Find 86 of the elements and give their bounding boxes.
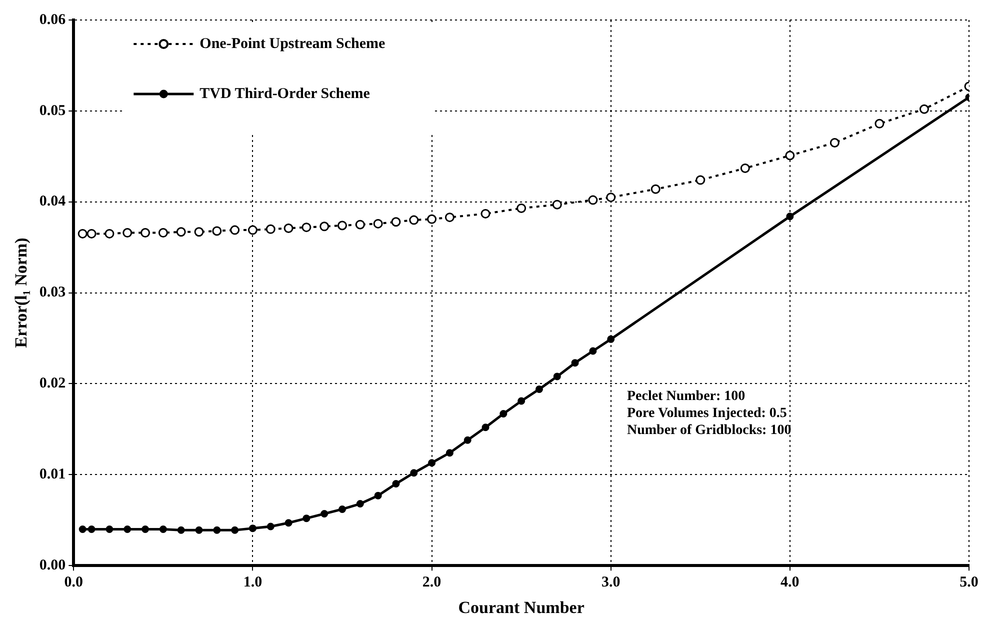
point [409,215,419,225]
point [427,214,437,224]
point [78,228,88,238]
y-tick-label: 0.06 [39,12,66,28]
point [78,525,86,533]
x-tick-label: 1.0 [243,574,262,590]
point [194,227,204,237]
point [374,492,382,500]
point [302,222,312,232]
point [338,505,346,513]
point [391,217,401,227]
point [248,524,256,532]
point [195,526,203,534]
y-tick-label: 0.03 [39,284,66,301]
point [104,228,114,238]
point [338,220,348,230]
point [122,228,132,238]
point [535,385,543,393]
point [320,222,330,232]
point [373,218,383,228]
point [284,223,294,233]
point [464,436,472,444]
point [284,519,292,527]
point [428,459,436,467]
point [650,184,660,194]
point [86,228,96,238]
point [266,224,276,234]
y-tick-label: 0.01 [39,466,66,483]
x-tick-label: 0.0 [64,574,84,590]
point [124,525,132,533]
x-tick-label: 4.0 [780,574,800,590]
point [320,510,328,518]
point [159,525,167,533]
x-axis-title: Courant Number [458,598,585,618]
annotation: Peclet Number: 100 [626,388,746,404]
point [410,469,418,477]
annotation: Number of Gridblocks: 100 [626,422,792,438]
point [919,104,929,114]
point [606,192,616,202]
point [552,200,562,210]
point [786,212,794,220]
point [607,335,615,343]
point [356,500,364,508]
legend-label: One-Point Upstream Scheme [200,36,386,52]
point [355,220,365,230]
point [213,526,221,534]
y-tick-label: 0.02 [39,376,66,392]
y-tick-label: 0.04 [39,194,66,210]
point [392,480,400,488]
point [480,208,490,218]
point [230,225,240,235]
point [874,118,884,128]
point [553,372,561,380]
point [571,359,579,367]
point [518,397,526,405]
x-tick-label: 3.0 [601,574,620,590]
point [106,525,114,533]
point [516,203,526,213]
point [444,212,454,222]
point [740,163,750,173]
point [142,525,150,533]
point [302,514,310,522]
point [500,410,508,418]
legend-label: TVD Third-Order Scheme [200,86,370,102]
point [588,195,598,205]
annotation: Pore Volumes Injected: 0.5 [626,406,787,421]
point [446,449,454,457]
x-tick-label: 2.0 [422,574,442,590]
point [212,226,222,236]
point [589,347,597,355]
point [88,525,96,533]
point [248,225,258,235]
y-tick-label: 0.00 [39,557,66,574]
y-axis-title: Error(l₁ Norm) [12,238,31,348]
y-tick-label: 0.05 [39,102,66,119]
point [231,526,239,534]
point [176,227,186,237]
point [696,175,706,185]
point [785,150,795,160]
point [830,138,840,148]
point [140,228,150,238]
point [482,424,490,432]
point [158,228,168,238]
x-tick-label: 5.0 [960,574,978,590]
point [177,526,185,534]
point [266,522,274,530]
